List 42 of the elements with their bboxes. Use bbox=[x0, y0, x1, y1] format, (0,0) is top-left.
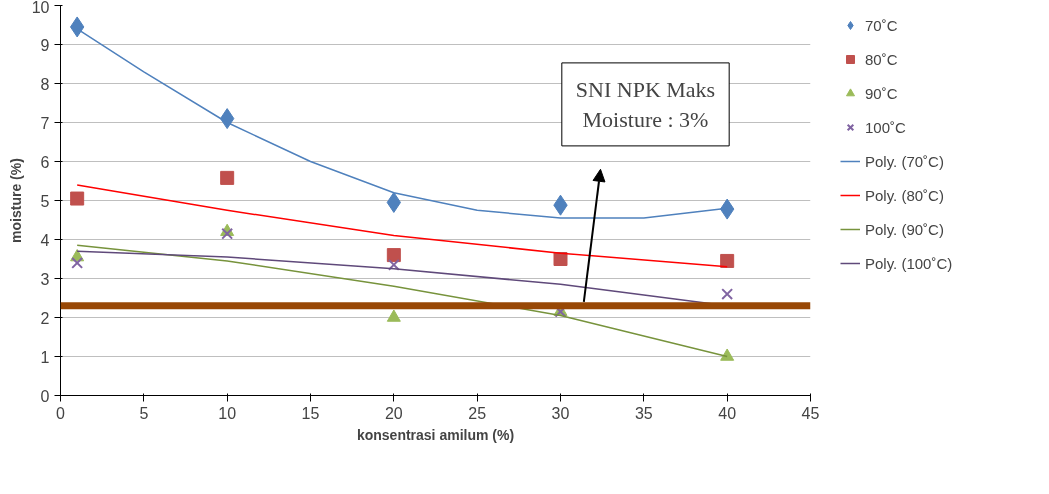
point bbox=[553, 252, 568, 266]
y-tick-label: 9 bbox=[40, 36, 50, 54]
y-tick-label: 1 bbox=[40, 348, 50, 366]
x-tick-label: 10 bbox=[218, 404, 237, 422]
point bbox=[221, 227, 234, 240]
legend-label: 90˚C bbox=[865, 84, 898, 102]
x-tick-label: 30 bbox=[551, 404, 570, 422]
x-tick-label: 20 bbox=[384, 404, 403, 422]
legend-label: Poly. (90˚C) bbox=[865, 220, 944, 238]
point bbox=[387, 258, 400, 271]
point bbox=[71, 256, 84, 269]
y-tick-label: 3 bbox=[40, 270, 50, 288]
legend-label: Poly. (70˚C) bbox=[865, 152, 944, 170]
x-tick-label: 45 bbox=[801, 404, 820, 422]
x-tick-label: 25 bbox=[468, 404, 487, 422]
point bbox=[386, 248, 401, 263]
x-tick-label: 40 bbox=[718, 404, 737, 422]
legend-label: 100˚C bbox=[865, 118, 906, 136]
x-tick-label: 35 bbox=[634, 404, 653, 422]
y-tick-label: 5 bbox=[40, 192, 50, 210]
x-tick-label: 0 bbox=[56, 404, 66, 422]
legend-label: 70˚C bbox=[865, 16, 898, 34]
y-tick-label: 2 bbox=[40, 309, 50, 327]
y-tick-label: 7 bbox=[40, 114, 50, 132]
y-tick-label: 10 bbox=[31, 0, 50, 16]
point bbox=[720, 253, 735, 268]
x-tick-label: 5 bbox=[139, 404, 149, 422]
annotation: SNI NPK Maks Moisture : 3% bbox=[575, 76, 716, 132]
point bbox=[721, 288, 734, 301]
point bbox=[386, 309, 401, 322]
y-tick-label: 4 bbox=[40, 231, 50, 249]
point bbox=[70, 191, 85, 206]
x-tick-label: 15 bbox=[301, 404, 320, 422]
legend-label: Poly. (80˚C) bbox=[865, 186, 944, 204]
y-tick-label: 0 bbox=[40, 387, 50, 405]
y-tick-label: 6 bbox=[40, 153, 50, 171]
legend-label: 80˚C bbox=[865, 50, 898, 68]
y-tick-label: 8 bbox=[40, 75, 50, 93]
point bbox=[220, 170, 235, 185]
legend-label: Poly. (100˚C) bbox=[865, 254, 953, 272]
y-axis-title: moisture (%) bbox=[7, 158, 24, 243]
x-axis-title: konsentrasi amilum (%) bbox=[356, 426, 515, 443]
